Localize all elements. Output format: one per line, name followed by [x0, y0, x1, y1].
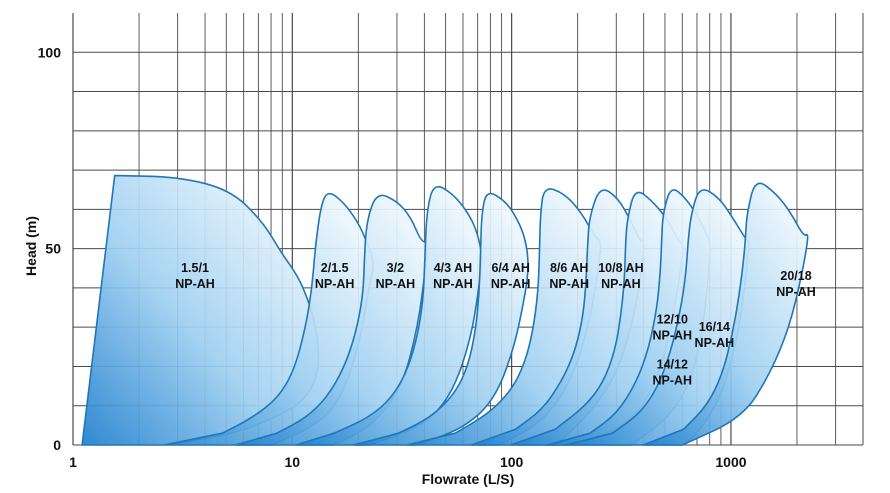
pump-label-9-0: 16/14 — [699, 320, 730, 334]
x-tick-label: 10 — [285, 454, 301, 470]
pump-label-6-0: 10/8 AH — [598, 261, 643, 275]
pump-label-2-0: 3/2 — [387, 261, 404, 275]
x-tick-label: 1000 — [715, 454, 746, 470]
pump-curves — [81, 174, 809, 446]
pump-curve-4 — [352, 192, 529, 446]
y-tick-label: 100 — [38, 44, 62, 60]
pump-label-10-0: 20/18 — [780, 269, 811, 283]
pump-label-4-0: 6/4 AH — [491, 261, 529, 275]
pump-label-2-1: NP-AH — [376, 277, 416, 291]
x-tick-label: 100 — [500, 454, 524, 470]
pump-label-3-1: NP-AH — [433, 277, 473, 291]
pump-label-0-1: NP-AH — [175, 277, 215, 291]
y-tick-label: 0 — [53, 437, 61, 453]
pump-curve-3 — [295, 185, 483, 446]
pump-curve-2 — [234, 194, 428, 446]
pump-label-9-1: NP-AH — [695, 336, 735, 350]
pump-label-3-0: 4/3 AH — [434, 261, 472, 275]
pump-label-8-1: NP-AH — [652, 373, 692, 387]
x-axis-title: Flowrate (L/S) — [422, 471, 515, 487]
pump-label-1-1: NP-AH — [315, 277, 355, 291]
pump-label-5-1: NP-AH — [549, 277, 589, 291]
pump-label-8-0: 14/12 — [657, 357, 688, 371]
pump-label-0-0: 1.5/1 — [181, 261, 209, 275]
pump-label-4-1: NP-AH — [491, 277, 531, 291]
pump-labels: 1.5/1 NP-AH 2/1.5 NP-AH 3/2 NP-AH 4/3 AH NP-AH 6… — [175, 261, 816, 387]
pump-label-6-1: NP-AH — [601, 277, 641, 291]
pump-curve-10 — [642, 182, 809, 446]
pump-label-7-1: NP-AH — [652, 328, 692, 342]
y-axis-title: Head (m) — [23, 216, 39, 276]
x-tick-label: 1 — [69, 454, 77, 470]
pump-label-7-0: 12/10 — [657, 312, 688, 326]
tick-labels: 1 10 100 1000 0 50 100 — [38, 44, 747, 470]
pump-label-5-0: 8/6 AH — [550, 261, 588, 275]
pump-label-10-1: NP-AH — [776, 285, 816, 299]
y-tick-label: 50 — [45, 241, 61, 257]
pump-label-1-0: 2/1.5 — [321, 261, 349, 275]
